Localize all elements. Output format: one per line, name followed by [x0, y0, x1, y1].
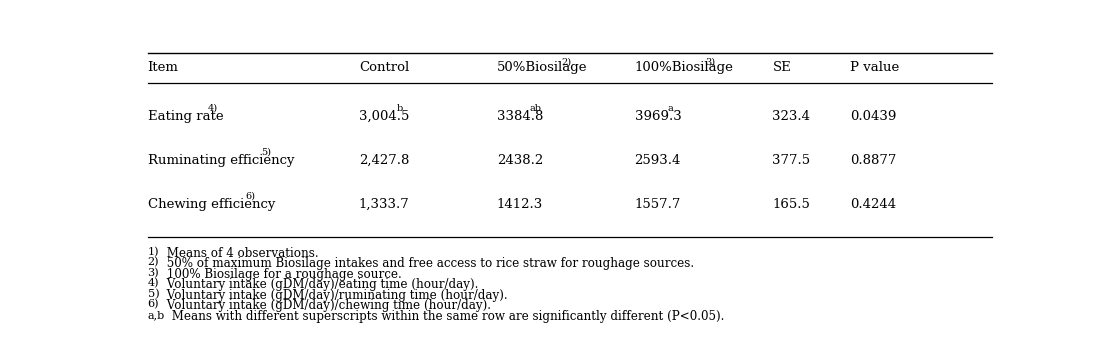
Text: Control: Control	[359, 61, 409, 74]
Text: 1412.3: 1412.3	[497, 198, 543, 211]
Text: ab: ab	[529, 104, 542, 113]
Text: 100%Biosilage: 100%Biosilage	[635, 61, 734, 74]
Text: 0.4244: 0.4244	[850, 198, 896, 211]
Text: Voluntary intake (gDM/day)/ruminating time (hour/day).: Voluntary intake (gDM/day)/ruminating ti…	[162, 289, 507, 302]
Text: 2593.4: 2593.4	[635, 154, 681, 166]
Text: 5): 5)	[261, 148, 271, 157]
Text: SE: SE	[773, 61, 791, 74]
Text: 2): 2)	[562, 57, 572, 66]
Text: 100% Biosilage for a roughage source.: 100% Biosilage for a roughage source.	[162, 268, 401, 281]
Text: 4): 4)	[148, 279, 159, 289]
Text: 165.5: 165.5	[773, 198, 811, 211]
Text: Means of 4 observations.: Means of 4 observations.	[162, 247, 318, 260]
Text: Chewing efficiency: Chewing efficiency	[148, 198, 275, 211]
Text: Ruminating efficiency: Ruminating efficiency	[148, 154, 294, 166]
Text: a: a	[667, 104, 673, 113]
Text: 5): 5)	[148, 289, 159, 299]
Text: b: b	[397, 104, 403, 113]
Text: 6): 6)	[246, 192, 256, 201]
Text: 3969.3: 3969.3	[635, 110, 682, 122]
Text: P value: P value	[850, 61, 900, 74]
Text: 50%Biosilage: 50%Biosilage	[497, 61, 587, 74]
Text: a,b: a,b	[148, 310, 165, 320]
Text: 1): 1)	[148, 247, 159, 257]
Text: 377.5: 377.5	[773, 154, 811, 166]
Text: Eating rate: Eating rate	[148, 110, 224, 122]
Text: 1,333.7: 1,333.7	[359, 198, 409, 211]
Text: 3,004.5: 3,004.5	[359, 110, 409, 122]
Text: 323.4: 323.4	[773, 110, 811, 122]
Text: 2): 2)	[148, 257, 159, 268]
Text: 0.8877: 0.8877	[850, 154, 896, 166]
Text: 50% of maximum Biosilage intakes and free access to rice straw for roughage sour: 50% of maximum Biosilage intakes and fre…	[162, 257, 694, 270]
Text: 2438.2: 2438.2	[497, 154, 543, 166]
Text: 3): 3)	[705, 57, 715, 66]
Text: 6): 6)	[148, 299, 159, 310]
Text: 3): 3)	[148, 268, 159, 278]
Text: 3384.8: 3384.8	[497, 110, 543, 122]
Text: 0.0439: 0.0439	[850, 110, 896, 122]
Text: 4): 4)	[207, 104, 218, 113]
Text: Item: Item	[148, 61, 179, 74]
Text: Means with different superscripts within the same row are significantly differen: Means with different superscripts within…	[168, 310, 725, 323]
Text: Voluntary intake (gDM/day)/chewing time (hour/day).: Voluntary intake (gDM/day)/chewing time …	[162, 299, 490, 312]
Text: 1557.7: 1557.7	[635, 198, 681, 211]
Text: 2,427.8: 2,427.8	[359, 154, 409, 166]
Text: Voluntary intake (gDM/day)/eating time (hour/day).: Voluntary intake (gDM/day)/eating time (…	[162, 279, 478, 291]
